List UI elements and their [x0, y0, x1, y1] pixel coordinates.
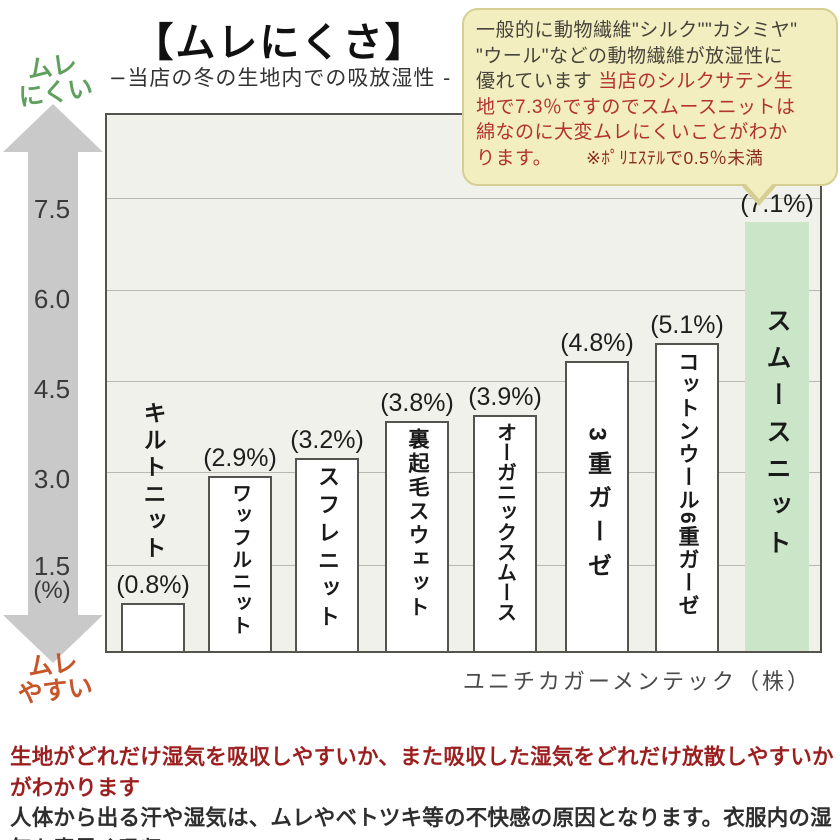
gridline: [107, 472, 820, 473]
annotation-bubble: 一般的に動物繊維"シルク""カシミヤ" "ウール"などの動物繊維が放湿性に 優れ…: [462, 8, 838, 186]
arrow-down-icon: [3, 615, 103, 663]
footer-text-red: 生地がどれだけ湿気を吸収しやすいか、また吸収した湿気をどれだけ放散しやすいか が…: [10, 745, 834, 800]
bar-group-quilt-knit: キルトニット (0.8%): [116, 115, 190, 651]
y-tick-4-5: 4.5: [33, 374, 71, 404]
gridline: [107, 565, 820, 566]
bar: オーガニックスムース: [473, 415, 537, 651]
bar-value-label: (3.9%): [468, 383, 542, 412]
arrow-up-icon: [3, 104, 103, 152]
bubble-text-dark: 優れています: [476, 71, 599, 92]
page-title: 【ムレにくさ】: [133, 19, 427, 66]
bar: 裏起毛スウェット: [385, 421, 449, 651]
footer-text-dark: 人体から出る汗や湿気は、ムレやベトツキ等の不快感の原因となります。衣服内の湿気を…: [10, 806, 832, 840]
bar-value-label: (2.9%): [203, 443, 277, 472]
bar-group-cottonwool-gauze: (5.1%) コットンウール6重ガーゼ: [650, 115, 724, 651]
gridline: [107, 290, 820, 291]
bar-value-label: (0.8%): [116, 570, 190, 599]
bubble-text-dark: "ウール"などの動物繊維が放湿性に: [476, 45, 783, 67]
axis-note-more-stuffy: ムレ やすい: [16, 648, 95, 709]
bar-group-souffle-knit: (3.2%) スフレニット: [290, 115, 364, 651]
bar-label: スフレニット: [315, 464, 340, 633]
axis-note-less-stuffy: ムレ にくい: [16, 49, 95, 112]
bubble-text-red: ります。: [476, 147, 553, 169]
bar-group-triple-gauze: (4.8%) 3重ガーゼ: [560, 115, 634, 651]
bar-series: キルトニット (0.8%) (2.9%) ワッフルニット (3.2%) スフレニ…: [107, 115, 820, 651]
bar-label: キルトニット: [140, 400, 166, 563]
axis-arrow-shaft: [28, 148, 78, 617]
bar-group-smooth-knit-highlight: (7.1%) スムースニット: [740, 115, 814, 651]
bubble-text-red: 地で7.3％ですのでスムースニットは: [476, 96, 796, 118]
y-axis-unit: (%): [33, 577, 71, 604]
bar-label: オーガニックスムース: [493, 422, 516, 623]
bubble-text-red: 当店のシルクサテン生: [598, 71, 794, 92]
bubble-tail-fill: [744, 182, 774, 199]
bar: コットンウール6重ガーゼ: [655, 342, 719, 651]
y-tick-1-5: 1.5: [33, 551, 71, 581]
bar-value-label: (4.8%): [560, 329, 634, 358]
bar: [121, 602, 185, 651]
bar-group-organic-smooth: (3.9%) オーガニックスムース: [468, 115, 542, 651]
bar: スフレニット: [295, 457, 359, 651]
y-tick-6-0: 6.0: [33, 284, 71, 314]
y-tick-3-0: 3.0: [33, 464, 71, 494]
bar-value-label: (3.8%): [380, 389, 454, 418]
bar-label: スムースニット: [763, 307, 791, 567]
bar-label: 裏起毛スウェット: [406, 428, 429, 621]
bar-label: コットンウール6重ガーゼ: [676, 350, 699, 618]
bubble-text-red: 綿なのに大変ムレにくいことがわか: [476, 122, 788, 143]
gridline: [107, 381, 820, 382]
chart-plot-area: キルトニット (0.8%) (2.9%) ワッフルニット (3.2%) スフレニ…: [105, 113, 822, 653]
bar: 3重ガーゼ: [565, 361, 629, 651]
bar-group-brushed-sweat: (3.8%) 裏起毛スウェット: [380, 115, 454, 651]
bar: ワッフルニット: [208, 475, 272, 651]
y-tick-7-5: 7.5: [33, 194, 71, 224]
data-source-label: ユニチカガーメンテック（株）: [462, 670, 812, 695]
footer-description: 生地がどれだけ湿気を吸収しやすいか、また吸収した湿気をどれだけ放散しやすいか が…: [10, 742, 834, 840]
bar-value-label: (5.1%): [650, 310, 724, 339]
bar-label: ワッフルニット: [228, 482, 251, 637]
bubble-footnote: ※ﾎﾟﾘｴｽﾃﾙで0.5％未満: [586, 147, 764, 168]
page-subtitle: −当店の冬の生地内での吸放湿性 -: [108, 66, 452, 90]
bar-highlighted: スムースニット: [745, 222, 809, 651]
bar-label: 3重ガーゼ: [583, 427, 611, 587]
bubble-text-dark: 一般的に動物繊維"シルク""カシミヤ": [476, 20, 798, 41]
bar-group-waffle-knit: (2.9%) ワッフルニット: [203, 115, 277, 651]
gridline: [107, 198, 820, 199]
bar-value-label: (3.2%): [290, 425, 364, 454]
